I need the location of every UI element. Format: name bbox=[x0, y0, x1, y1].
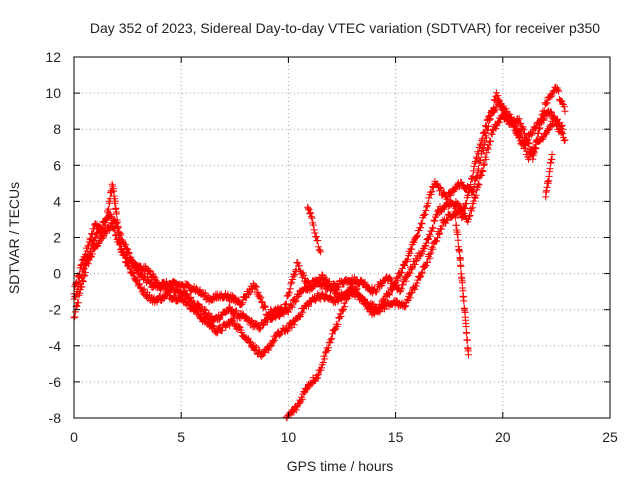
x-tick-label: 15 bbox=[388, 429, 404, 445]
y-tick-label: -2 bbox=[49, 302, 62, 318]
y-tick-label: 12 bbox=[45, 49, 61, 65]
plus-markers bbox=[304, 203, 325, 256]
plus-markers bbox=[452, 214, 472, 359]
axis-ticks bbox=[73, 56, 611, 419]
y-tick-labels: -8 -6 -4 -2 0 2 4 6 8 10 12 bbox=[45, 49, 61, 426]
y-tick-label: 10 bbox=[45, 85, 61, 101]
x-axis-label: GPS time / hours bbox=[287, 458, 394, 474]
plus-markers bbox=[542, 151, 556, 201]
y-tick-label: 2 bbox=[53, 230, 61, 246]
chart-title: Day 352 of 2023, Sidereal Day-to-day VTE… bbox=[90, 20, 600, 36]
series-track-f bbox=[452, 214, 472, 359]
y-tick-label: 4 bbox=[53, 193, 61, 209]
y-axis-label: SDTVAR / TECUs bbox=[6, 182, 22, 294]
x-tick-label: 0 bbox=[70, 429, 78, 445]
x-tick-label: 10 bbox=[281, 429, 297, 445]
series-track-d bbox=[282, 279, 357, 422]
plus-markers bbox=[282, 279, 357, 422]
series-track-e bbox=[304, 203, 325, 256]
y-tick-label: -6 bbox=[49, 374, 62, 390]
x-tick-label: 25 bbox=[602, 429, 618, 445]
y-tick-label: 0 bbox=[53, 266, 61, 282]
y-tick-label: 8 bbox=[53, 121, 61, 137]
x-tick-label: 20 bbox=[495, 429, 511, 445]
y-tick-label: -8 bbox=[49, 410, 62, 426]
y-tick-label: -4 bbox=[49, 338, 62, 354]
y-tick-label: 6 bbox=[53, 157, 61, 173]
series-track-g bbox=[542, 151, 556, 201]
x-tick-labels: 0 5 10 15 20 25 bbox=[70, 429, 618, 445]
x-tick-label: 5 bbox=[177, 429, 185, 445]
